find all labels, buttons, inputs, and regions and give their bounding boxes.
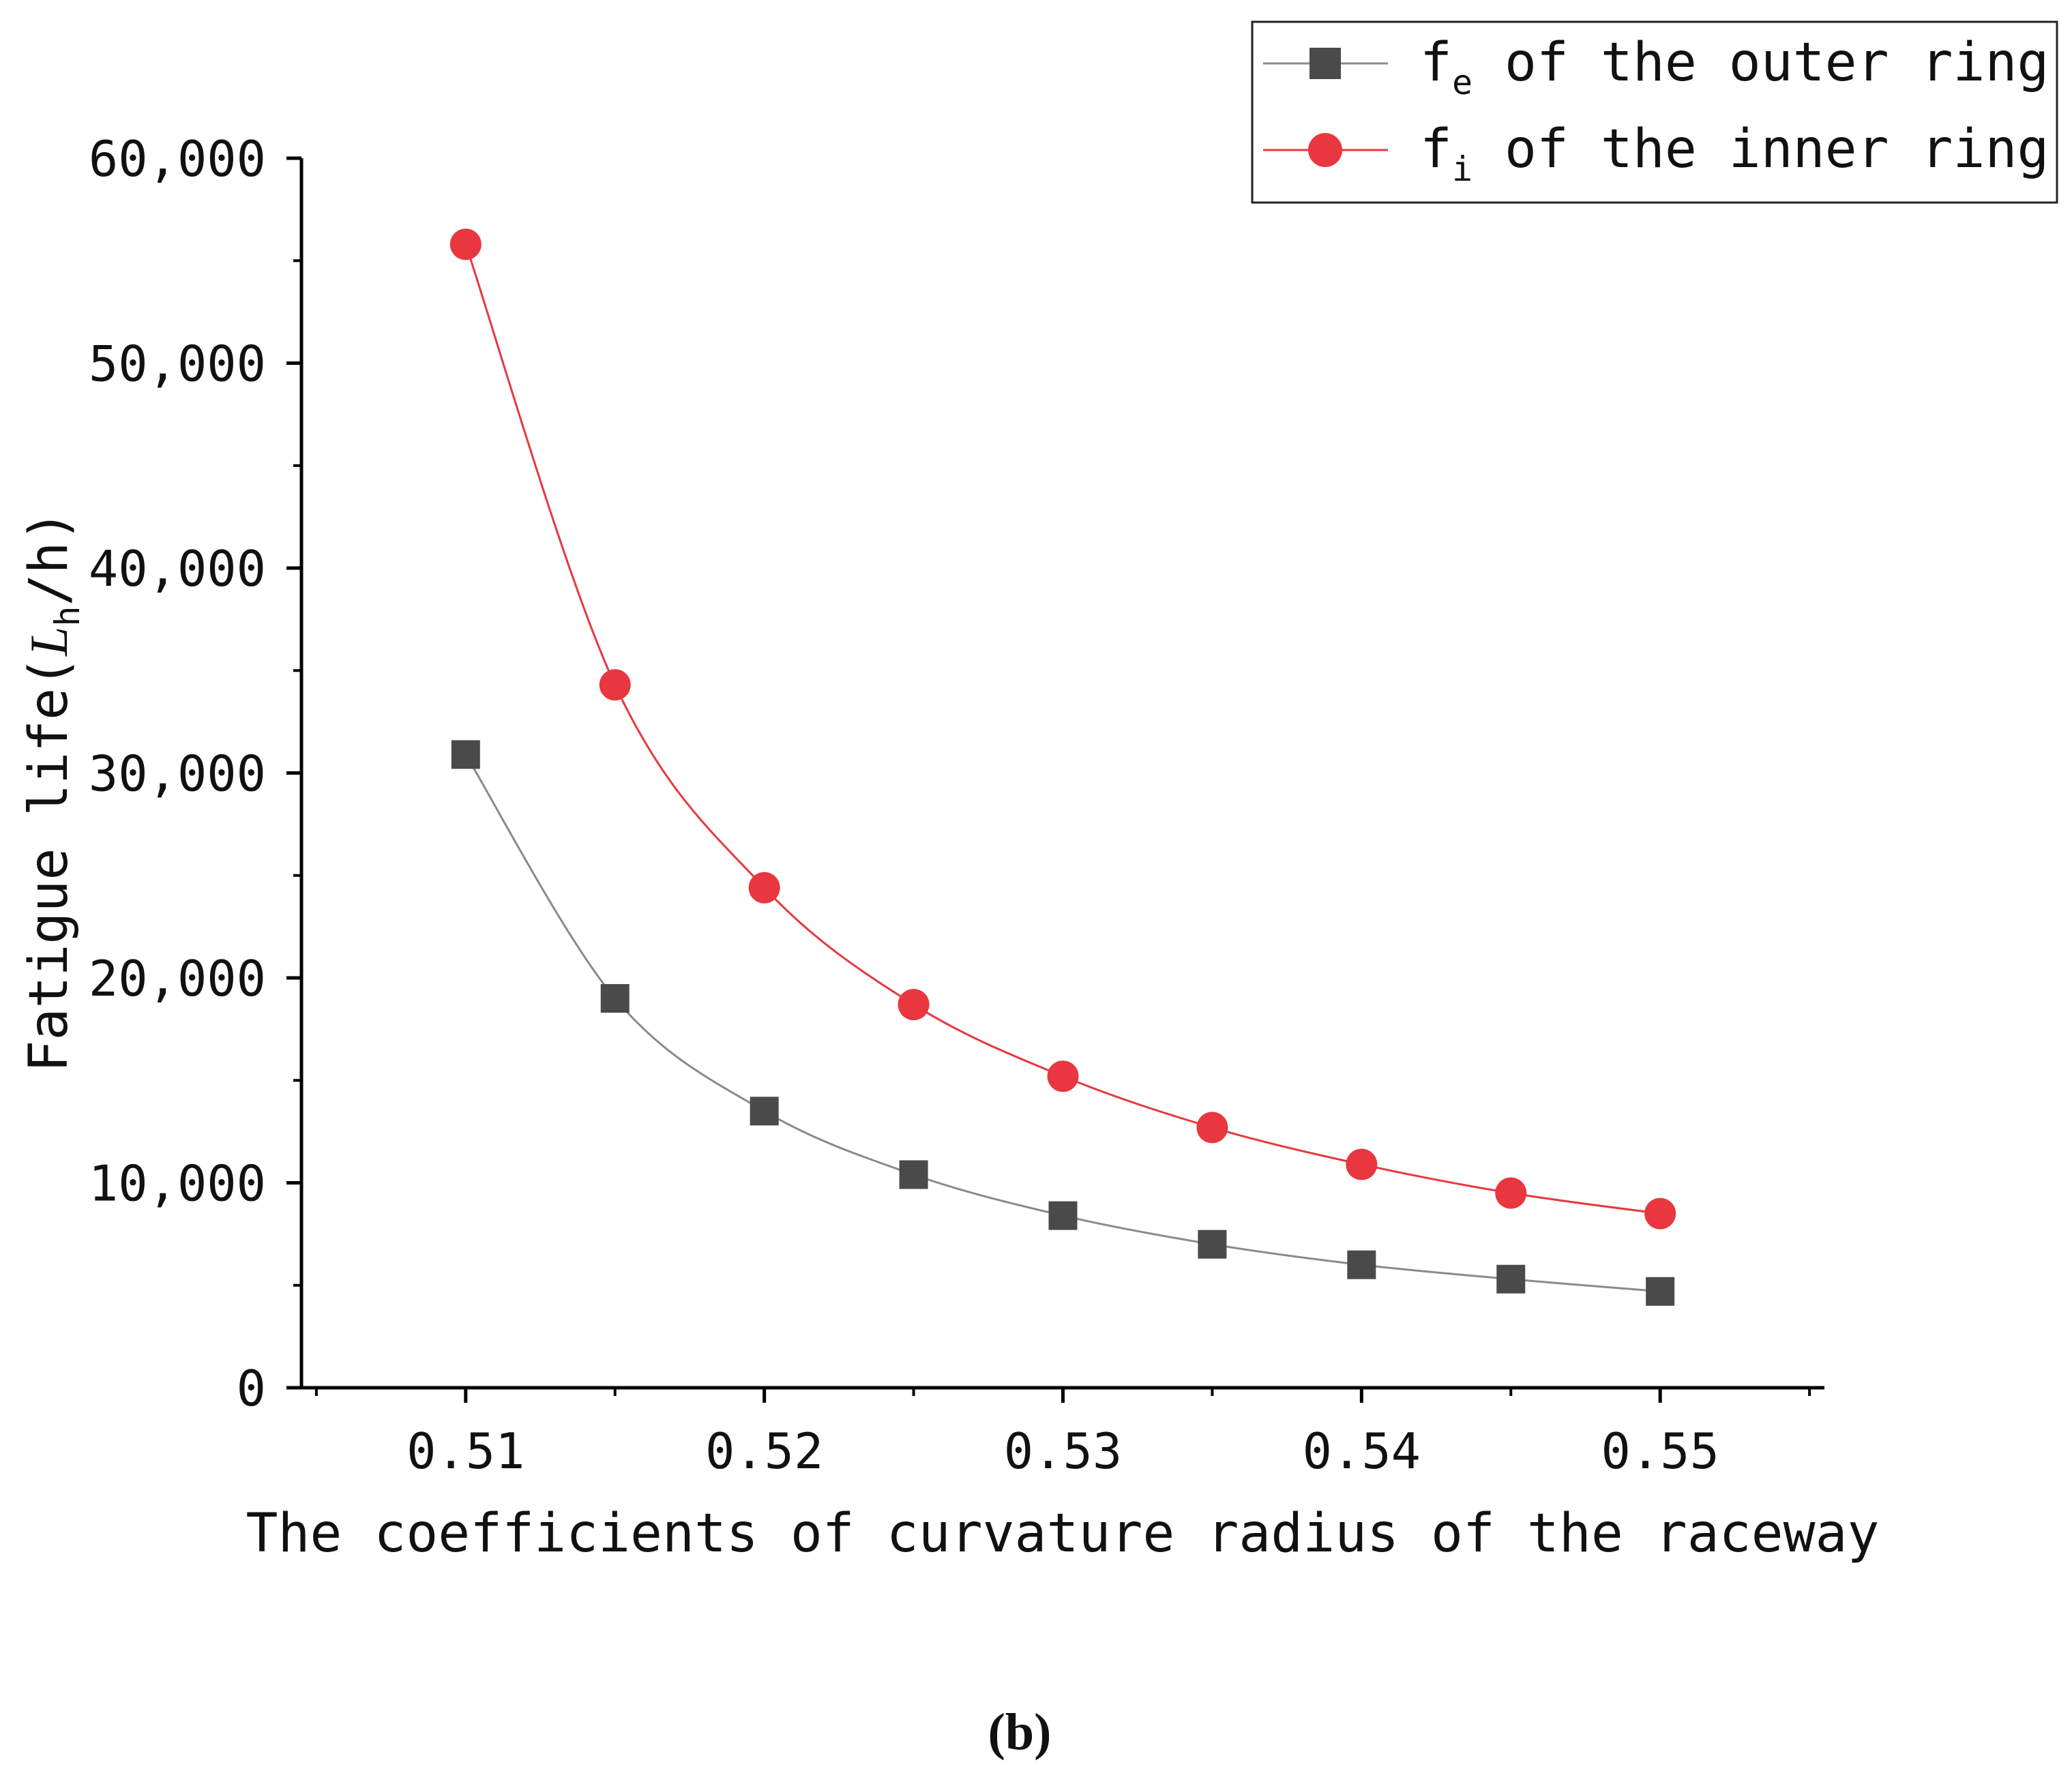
y-tick-label: 40,000 bbox=[89, 540, 266, 597]
x-tick-label: 0.55 bbox=[1601, 1423, 1719, 1480]
y-tick-label: 60,000 bbox=[89, 130, 266, 188]
data-point-square bbox=[1347, 1250, 1376, 1279]
data-point-circle bbox=[1495, 1177, 1527, 1209]
y-tick-label: 30,000 bbox=[89, 745, 266, 803]
series-inner-ring bbox=[449, 228, 1676, 1230]
data-point-square bbox=[1646, 1277, 1675, 1306]
y-tick-label: 10,000 bbox=[89, 1155, 266, 1212]
data-point-square bbox=[451, 740, 480, 769]
legend-label-outer-rest: of the outer ring bbox=[1472, 32, 2049, 93]
y-axis-title-suffix: /h) bbox=[18, 510, 80, 606]
legend-label-inner-rest: of the inner ring bbox=[1472, 119, 2049, 180]
data-point-square bbox=[600, 984, 630, 1013]
legend-label-inner-main: f bbox=[1420, 119, 1452, 180]
x-axis-title: The coefficients of curvature radius of … bbox=[246, 1503, 1880, 1564]
legend-marker-inner bbox=[1308, 133, 1342, 167]
data-point-circle bbox=[748, 872, 780, 904]
y-axis-title-var: L bbox=[19, 627, 78, 657]
series-outer-ring bbox=[451, 740, 1675, 1306]
legend-label-outer-main: f bbox=[1420, 32, 1452, 93]
legend-marker-outer bbox=[1309, 48, 1341, 79]
x-tick-label: 0.54 bbox=[1303, 1423, 1421, 1480]
data-point-circle bbox=[1346, 1148, 1378, 1180]
y-ticks: 0 10,000 20,000 30,000 40,000 50,000 60,000 bbox=[89, 130, 301, 1417]
y-tick-label: 50,000 bbox=[89, 336, 266, 393]
data-point-circle bbox=[449, 228, 482, 261]
legend: fe of the outer ring fi of the inner rin… bbox=[1251, 20, 2058, 204]
data-point-square bbox=[1198, 1230, 1227, 1259]
data-point-square bbox=[750, 1097, 779, 1126]
x-tick-label: 0.52 bbox=[705, 1423, 823, 1480]
data-point-circle bbox=[1047, 1060, 1079, 1092]
figure-caption: (b) bbox=[988, 1703, 1052, 1761]
y-tick-label: 20,000 bbox=[89, 950, 266, 1007]
legend-box bbox=[1251, 20, 2058, 204]
series-layer bbox=[449, 228, 1676, 1306]
x-ticks: 0.51 0.52 0.53 0.54 0.55 bbox=[314, 1388, 1811, 1480]
y-axis-title-prefix: Fatigue life( bbox=[18, 656, 80, 1072]
series-line bbox=[464, 243, 1661, 1215]
legend-label-outer-sub: e bbox=[1452, 63, 1472, 102]
y-axis-title: Fatigue life(Lh/h) bbox=[18, 510, 87, 1073]
legend-label-inner-sub: i bbox=[1452, 149, 1472, 189]
data-point-square bbox=[1496, 1264, 1526, 1294]
data-point-circle bbox=[599, 669, 631, 701]
data-point-square bbox=[1048, 1201, 1078, 1230]
x-tick-label: 0.51 bbox=[406, 1423, 524, 1480]
data-point-circle bbox=[898, 989, 930, 1021]
data-point-circle bbox=[1644, 1197, 1676, 1230]
y-axis-title-sub: h bbox=[48, 606, 87, 626]
y-tick-label: 0 bbox=[237, 1360, 266, 1417]
data-point-circle bbox=[1196, 1112, 1228, 1144]
x-tick-label: 0.53 bbox=[1004, 1423, 1122, 1480]
data-point-square bbox=[899, 1160, 928, 1189]
legend-label-inner: fi of the inner ring bbox=[1420, 119, 2049, 189]
legend-label-outer: fe of the outer ring bbox=[1420, 32, 2049, 102]
